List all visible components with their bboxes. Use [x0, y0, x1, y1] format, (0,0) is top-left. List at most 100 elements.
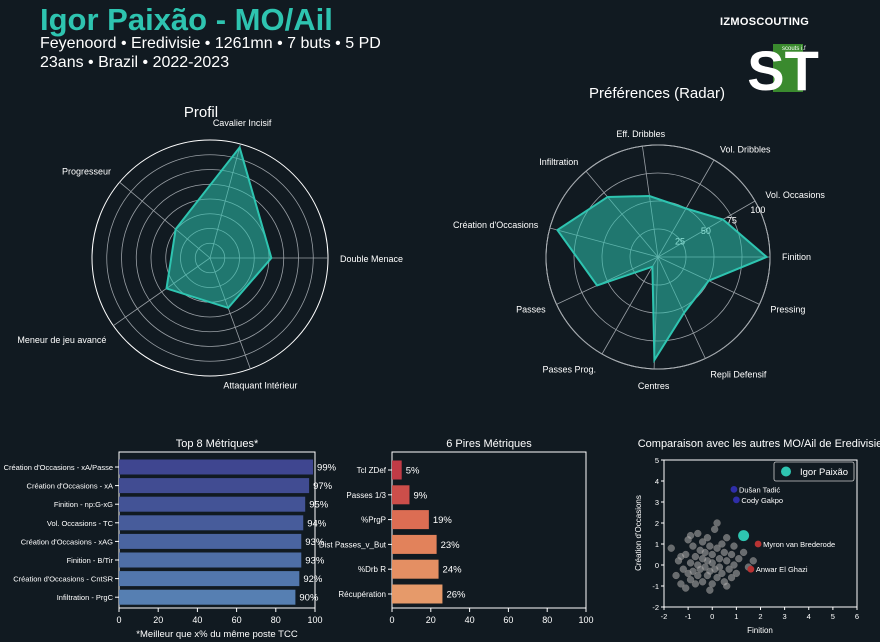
comparaison-xtick-label: 6 [855, 612, 859, 621]
comparaison-named-point [730, 486, 738, 493]
comparaison-point [677, 552, 685, 561]
top8-xtick-label: 100 [307, 615, 322, 625]
top8-value-label: 95% [309, 500, 329, 511]
comparaison-point [739, 548, 748, 557]
top8-category-label: Création d'Occasions - xAG [21, 537, 113, 546]
brand-name: IZMOSCOUTING [720, 16, 810, 28]
comparaison-point [713, 544, 721, 552]
worst6-bar [392, 510, 429, 530]
comparaison-point [701, 563, 709, 571]
comparaison-point [708, 559, 716, 567]
worst6-category-label: Dist Passes_v_But [319, 540, 387, 549]
worst6-category-label: Tcl ZDef [357, 466, 387, 475]
logo-small-text: scouts i.f [782, 46, 806, 52]
comparaison-point [667, 544, 675, 552]
comparaison-xtick-label: 1 [734, 612, 738, 621]
comparaison-point [708, 550, 716, 559]
preferences-title: Préférences (Radar) [589, 85, 725, 102]
worst6-value-label: 9% [413, 490, 427, 501]
worst6-category-label: %Drb R [358, 565, 386, 574]
top8-bar [119, 589, 296, 605]
preferences-axis-label: Création d'Occasions [453, 220, 539, 230]
worst6-xtick-label: 20 [426, 615, 436, 625]
top8-value-label: 94% [307, 518, 327, 529]
comparaison-xtick-label: 0 [710, 612, 714, 621]
top8-bar [119, 515, 304, 531]
comparaison-point [730, 561, 738, 569]
comparaison-point [703, 534, 712, 542]
comparaison-xtick-label: 2 [758, 612, 762, 621]
worst6-xtick-label: 100 [578, 615, 593, 625]
profil-axis-label: Double Menace [340, 254, 403, 264]
comparaison-xtick-label: 4 [807, 612, 811, 621]
comparaison-point [711, 525, 719, 533]
top8-category-label: Vol. Occasions - TC [47, 519, 114, 528]
worst6-xtick-label: 60 [503, 615, 513, 625]
comparaison-ytick-label: 0 [655, 561, 659, 570]
comparaison-xtick-label: -2 [661, 612, 668, 621]
comparaison-point [727, 573, 736, 582]
comparaison-point [698, 538, 707, 546]
comparaison-point [718, 540, 726, 548]
top8-category-label: Finition - np:G-xG [54, 500, 113, 509]
comparaison-point [715, 555, 724, 563]
top8-value-label: 97% [313, 481, 333, 492]
preferences-axis-label: Passes [516, 304, 546, 314]
comparaison-ytick-label: 4 [655, 477, 659, 486]
preferences-tick-label: 75 [727, 216, 737, 226]
comparaison-ytick-label: -1 [652, 582, 659, 591]
comparaison-highlight-point [738, 530, 750, 542]
comparaison-point [682, 584, 690, 592]
comparaison-point [672, 571, 680, 580]
comparaison-point [725, 565, 733, 573]
comparaison-xtick-label: 5 [831, 612, 835, 621]
comparaison-point [689, 567, 697, 575]
top8-bar-chart: Top 8 Métriques* 0 20 40 60 80 100 Création d'O… [4, 438, 337, 640]
preferences-axis-label: Repli Defensif [710, 369, 767, 379]
worst6-category-label: Passes 1/3 [346, 491, 386, 500]
profil-series-area [165, 145, 273, 310]
top8-value-label: 93% [305, 556, 325, 567]
preferences-radar: Préférences (Radar) Finition Pressing Repli… [453, 85, 825, 391]
worst6-bar [392, 584, 443, 604]
worst6-bar-chart: 6 Pires Métriques 0 20 40 60 80 100 Tcl ZDef 5% P… [319, 438, 594, 625]
worst6-value-label: 26% [446, 590, 466, 601]
comparaison-point [715, 563, 724, 571]
comparaison-point [718, 569, 726, 578]
player-info-line1: Feyenoord • Eredivisie • 1261mn • 7 buts… [40, 35, 381, 52]
preferences-axis-label: Finition [782, 252, 811, 262]
worst6-value-label: 19% [433, 515, 453, 526]
comparaison-point [686, 531, 695, 540]
profil-axis-label: Progresseur [62, 166, 111, 176]
comparaison-point [723, 582, 731, 590]
worst6-category-label: %PrgP [361, 516, 386, 525]
comparaison-point [713, 519, 721, 527]
top8-category-label: Infiltration - PrgC [57, 593, 114, 602]
profil-axis-label: Meneur de jeu avancé [17, 335, 106, 345]
comparaison-point [723, 534, 731, 542]
preferences-tick-label: 100 [750, 205, 765, 215]
profil-axis-label: Attaquant Intérieur [223, 381, 297, 391]
top8-bar [119, 571, 300, 587]
comparaison-ylabel: Création d'Occasions [634, 495, 643, 571]
comparaison-ytick-label: 1 [655, 540, 659, 549]
preferences-spoke [601, 256, 659, 355]
top8-value-label: 92% [303, 574, 323, 585]
worst6-bar [392, 485, 410, 505]
top8-xtick-label: 60 [232, 615, 242, 625]
profil-axis-label: Cavalier Incisif [213, 118, 272, 128]
comparaison-point [679, 565, 687, 573]
comparaison-point [732, 569, 741, 578]
worst6-xtick-label: 0 [389, 615, 394, 625]
worst6-xtick-label: 80 [542, 615, 552, 625]
comparaison-named-point [747, 565, 755, 573]
comparaison-ytick-label: -2 [652, 603, 659, 612]
top8-value-label: 90% [299, 593, 319, 604]
preferences-axis-label: Vol. Dribbles [720, 145, 771, 155]
preferences-series-area [555, 194, 769, 364]
comparaison-point [723, 557, 731, 565]
comparaison-point [686, 576, 695, 584]
preferences-axis-label: Infiltration [539, 157, 578, 167]
comparaison-point [708, 580, 716, 588]
